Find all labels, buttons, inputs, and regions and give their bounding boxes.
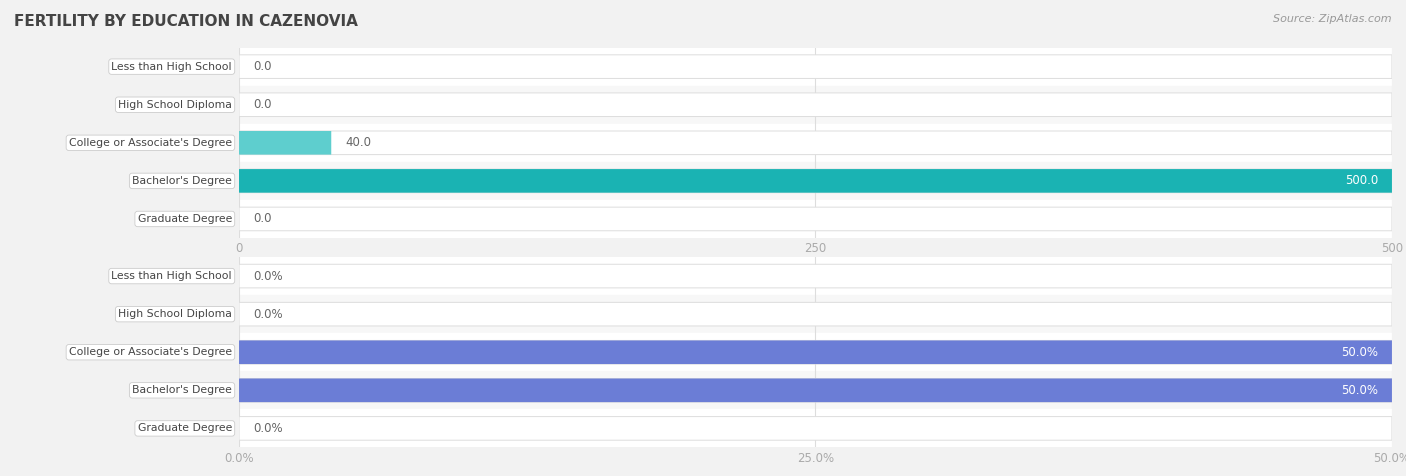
FancyBboxPatch shape (239, 131, 1392, 155)
FancyBboxPatch shape (239, 169, 1392, 193)
Bar (239, 124, 1392, 162)
Bar (239, 48, 1392, 86)
Text: 40.0: 40.0 (344, 136, 371, 149)
FancyBboxPatch shape (239, 93, 1392, 117)
Text: Graduate Degree: Graduate Degree (138, 423, 232, 434)
FancyBboxPatch shape (239, 416, 1392, 440)
Bar (239, 371, 1392, 409)
FancyBboxPatch shape (239, 207, 1392, 231)
Bar (239, 295, 1392, 333)
Text: Source: ZipAtlas.com: Source: ZipAtlas.com (1274, 14, 1392, 24)
FancyBboxPatch shape (239, 169, 1392, 193)
Text: High School Diploma: High School Diploma (118, 99, 232, 110)
FancyBboxPatch shape (239, 378, 1392, 402)
Text: Bachelor's Degree: Bachelor's Degree (132, 385, 232, 396)
Text: College or Associate's Degree: College or Associate's Degree (69, 138, 232, 148)
Text: 0.0: 0.0 (253, 60, 271, 73)
FancyBboxPatch shape (239, 302, 1392, 326)
Text: 0.0%: 0.0% (253, 269, 283, 283)
FancyBboxPatch shape (239, 340, 1392, 364)
Text: High School Diploma: High School Diploma (118, 309, 232, 319)
Text: Less than High School: Less than High School (111, 61, 232, 72)
Bar (239, 257, 1392, 295)
Bar (239, 409, 1392, 447)
Bar (239, 333, 1392, 371)
Text: 50.0%: 50.0% (1341, 346, 1378, 359)
Text: 0.0%: 0.0% (253, 307, 283, 321)
Text: Less than High School: Less than High School (111, 271, 232, 281)
Bar (239, 200, 1392, 238)
FancyBboxPatch shape (239, 340, 1392, 364)
Text: 500.0: 500.0 (1346, 174, 1378, 188)
Bar (239, 86, 1392, 124)
Text: Bachelor's Degree: Bachelor's Degree (132, 176, 232, 186)
FancyBboxPatch shape (239, 378, 1392, 402)
Text: 50.0%: 50.0% (1341, 384, 1378, 397)
Text: Graduate Degree: Graduate Degree (138, 214, 232, 224)
Text: 0.0: 0.0 (253, 98, 271, 111)
Text: 0.0%: 0.0% (253, 422, 283, 435)
Text: FERTILITY BY EDUCATION IN CAZENOVIA: FERTILITY BY EDUCATION IN CAZENOVIA (14, 14, 359, 30)
FancyBboxPatch shape (239, 264, 1392, 288)
FancyBboxPatch shape (239, 55, 1392, 79)
Text: 0.0: 0.0 (253, 212, 271, 226)
FancyBboxPatch shape (239, 131, 332, 155)
Text: College or Associate's Degree: College or Associate's Degree (69, 347, 232, 357)
Bar (239, 162, 1392, 200)
